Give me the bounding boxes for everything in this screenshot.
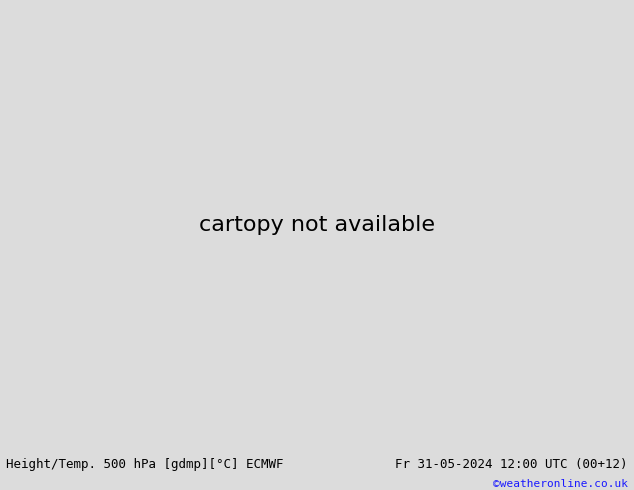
Text: cartopy not available: cartopy not available	[199, 216, 435, 235]
Text: Fr 31-05-2024 12:00 UTC (00+12): Fr 31-05-2024 12:00 UTC (00+12)	[395, 458, 628, 471]
Text: Height/Temp. 500 hPa [gdmp][°C] ECMWF: Height/Temp. 500 hPa [gdmp][°C] ECMWF	[6, 458, 284, 471]
Text: ©weatheronline.co.uk: ©weatheronline.co.uk	[493, 479, 628, 489]
